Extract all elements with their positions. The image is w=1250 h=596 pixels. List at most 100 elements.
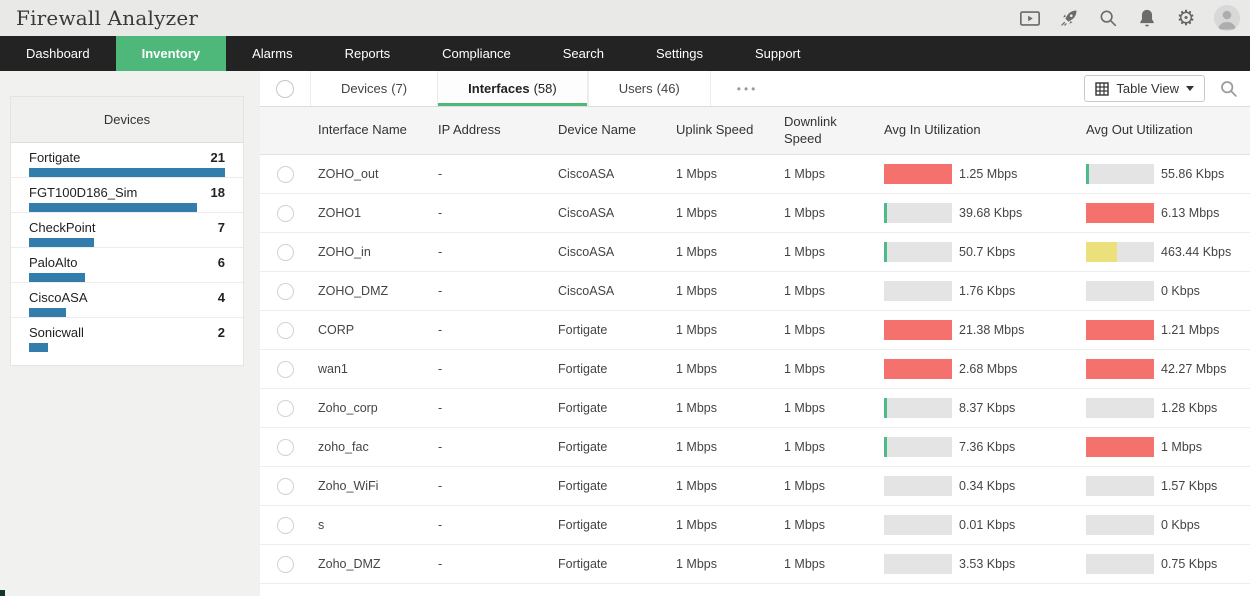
table-row[interactable]: s - Fortigate 1 Mbps 1 Mbps 0.01 Kbps: [260, 506, 1250, 545]
utilization-value: 1.57 Kbps: [1161, 479, 1218, 493]
utilization-bar: [884, 164, 952, 184]
row-radio[interactable]: [277, 165, 294, 183]
cell-downlink-speed: 1 Mbps: [784, 479, 825, 493]
column-ip-address: IP Address: [438, 122, 501, 138]
table-search-icon[interactable]: [1219, 79, 1238, 98]
row-radio[interactable]: [277, 399, 294, 417]
cell-ip-address: -: [438, 518, 443, 532]
avg-in-utilization: 39.68 Kbps: [884, 203, 1086, 223]
nav-item-support[interactable]: Support: [754, 46, 801, 61]
table-row[interactable]: CORP - Fortigate 1 Mbps 1 Mbps 21.38 Mbp…: [260, 311, 1250, 350]
table-row[interactable]: ZOHO_DMZ - CiscoASA 1 Mbps 1 Mbps 1.76 K…: [260, 272, 1250, 311]
row-radio[interactable]: [277, 516, 294, 534]
device-count: 4: [217, 290, 225, 305]
utilization-value: 1.76 Kbps: [959, 284, 1016, 298]
row-radio[interactable]: [277, 477, 294, 495]
avg-in-utilization: 21.38 Mbps: [884, 320, 1086, 340]
rocket-icon[interactable]: [1058, 7, 1080, 29]
utilization-bar: [884, 437, 952, 457]
main-nav: Dashboard Inventory Alarms Reports Complianc…: [0, 36, 1250, 71]
tab-interfaces[interactable]: Interfaces (58): [437, 71, 588, 106]
row-radio[interactable]: [277, 321, 294, 339]
utilization-value: 0.75 Kbps: [1161, 557, 1218, 571]
device-count: 6: [217, 255, 225, 270]
tab-devices[interactable]: Devices (7): [310, 71, 437, 106]
search-icon[interactable]: [1097, 7, 1119, 29]
avg-in-utilization: 0.01 Kbps: [884, 515, 1086, 535]
cell-ip-address: -: [438, 362, 443, 376]
table-row[interactable]: Zoho_WiFi - Fortigate 1 Mbps 1 Mbps 0.34…: [260, 467, 1250, 506]
cell-device-name: Fortigate: [558, 323, 608, 337]
utilization-bar: [884, 320, 952, 340]
table-row[interactable]: ZOHO_in - CiscoASA 1 Mbps 1 Mbps 50.7 Kb…: [260, 233, 1250, 272]
cell-device-name: CiscoASA: [558, 167, 615, 181]
cell-uplink-speed: 1 Mbps: [676, 206, 717, 220]
table-view-dropdown[interactable]: Table View: [1084, 75, 1205, 102]
table-view-label: Table View: [1116, 81, 1179, 96]
row-radio[interactable]: [277, 282, 294, 300]
nav-item-reports[interactable]: Reports: [344, 46, 391, 61]
select-all-radio[interactable]: [276, 79, 294, 98]
nav-item-alarms[interactable]: Alarms: [252, 46, 293, 61]
column-avg-in-utilization: Avg In Utilization: [884, 122, 981, 138]
device-count-bar: [29, 273, 85, 282]
gear-icon[interactable]: ⚙: [1176, 6, 1196, 30]
device-count-bar: [29, 238, 95, 247]
row-radio[interactable]: [277, 204, 294, 222]
utilization-value: 3.53 Kbps: [959, 557, 1016, 571]
avg-in-utilization: 2.68 Mbps: [884, 359, 1086, 379]
table-row[interactable]: Zoho_DMZ - Fortigate 1 Mbps 1 Mbps 3.53 …: [260, 545, 1250, 584]
cell-interface-name: s: [318, 518, 325, 532]
table-row[interactable]: Zoho_corp - Fortigate 1 Mbps 1 Mbps 8.37…: [260, 389, 1250, 428]
cell-uplink-speed: 1 Mbps: [676, 284, 717, 298]
table-row[interactable]: zoho_fac - Fortigate 1 Mbps 1 Mbps 7.36 …: [260, 428, 1250, 467]
cell-ip-address: -: [438, 167, 443, 181]
table-row[interactable]: ZOHO1 - CiscoASA 1 Mbps 1 Mbps 39.68 Kbp…: [260, 194, 1250, 233]
utilization-bar: [884, 242, 952, 262]
nav-item-dashboard[interactable]: Dashboard: [26, 46, 90, 61]
cell-downlink-speed: 1 Mbps: [784, 518, 825, 532]
bell-icon[interactable]: [1136, 7, 1158, 29]
row-radio[interactable]: [277, 360, 294, 378]
nav-item-settings[interactable]: Settings: [655, 46, 703, 61]
cell-device-name: CiscoASA: [558, 284, 615, 298]
utilization-bar: [884, 281, 952, 301]
avg-out-utilization: 1.21 Mbps: [1086, 320, 1250, 340]
cell-interface-name: ZOHO1: [318, 206, 362, 220]
device-row[interactable]: CiscoASA 4: [11, 283, 243, 318]
avatar[interactable]: [1214, 5, 1240, 31]
more-tabs-button[interactable]: •••: [709, 71, 785, 106]
device-count: 18: [210, 185, 225, 200]
utilization-bar: [1086, 476, 1154, 496]
device-row[interactable]: Sonicwall 2: [11, 318, 243, 352]
row-radio[interactable]: [277, 243, 294, 261]
nav-item-compliance[interactable]: Compliance: [442, 46, 511, 61]
row-radio[interactable]: [277, 555, 294, 573]
nav-item-inventory[interactable]: Inventory: [115, 36, 227, 71]
device-row[interactable]: PaloAlto 6: [11, 248, 243, 283]
table-row[interactable]: wan1 - Fortigate 1 Mbps 1 Mbps 2.68 Mbps: [260, 350, 1250, 389]
presentation-icon[interactable]: [1019, 7, 1041, 29]
nav-item-search[interactable]: Search: [562, 46, 604, 61]
utilization-bar: [1086, 554, 1154, 574]
utilization-value: 39.68 Kbps: [959, 206, 1023, 220]
cell-interface-name: Zoho_corp: [318, 401, 378, 415]
utilization-value: 1.28 Kbps: [1161, 401, 1218, 415]
cell-device-name: CiscoASA: [558, 245, 615, 259]
cell-downlink-speed: 1 Mbps: [784, 323, 825, 337]
tab-users[interactable]: Users (46): [587, 71, 710, 106]
device-row[interactable]: Fortigate 21: [11, 143, 243, 178]
device-row[interactable]: FGT100D186_Sim 18: [11, 178, 243, 213]
cell-downlink-speed: 1 Mbps: [784, 362, 825, 376]
utilization-value: 0 Kbps: [1161, 284, 1200, 298]
column-downlink-speed: Downlink Speed: [784, 114, 837, 146]
device-count-bar: [29, 308, 67, 317]
device-name: FGT100D186_Sim: [29, 185, 138, 200]
cell-downlink-speed: 1 Mbps: [784, 245, 825, 259]
cell-uplink-speed: 1 Mbps: [676, 479, 717, 493]
row-radio[interactable]: [277, 438, 294, 456]
cell-interface-name: Zoho_DMZ: [318, 557, 381, 571]
table-row[interactable]: ZOHO_out - CiscoASA 1 Mbps 1 Mbps 1.25 M…: [260, 155, 1250, 194]
device-row[interactable]: CheckPoint 7: [11, 213, 243, 248]
